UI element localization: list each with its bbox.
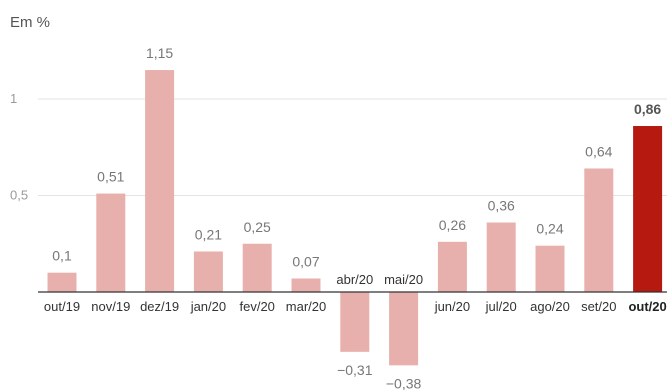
bar-fev/20	[242, 243, 272, 292]
data-label: 0,25	[244, 219, 271, 235]
y-unit-label: Em %	[10, 14, 51, 31]
y-tick-label: 0,5	[10, 188, 28, 203]
data-label: 0,21	[195, 226, 222, 242]
x-tick-label: out/20	[628, 299, 666, 314]
y-tick-label: 1	[10, 91, 17, 106]
x-tick-label: dez/19	[140, 299, 179, 314]
x-tick-label: jun/20	[434, 299, 470, 314]
bar-jan/20	[193, 251, 223, 292]
x-tick-label: mar/20	[286, 299, 326, 314]
x-tick-label: out/19	[44, 299, 80, 314]
x-tick-label: mai/20	[384, 272, 423, 287]
data-label: −0,31	[337, 362, 373, 378]
data-label: 0,64	[585, 143, 612, 159]
bar-dez/19	[145, 70, 175, 292]
bar-set/20	[584, 168, 614, 292]
data-label: 0,36	[488, 198, 515, 214]
bar-ago/20	[535, 245, 565, 292]
data-label: 0,26	[439, 217, 466, 233]
label-layer: 0,51out/190,1nov/190,51dez/191,15jan/200…	[10, 45, 667, 390]
x-tick-label: jul/20	[485, 299, 517, 314]
data-label: 0,07	[292, 253, 319, 269]
data-label: 0,86	[634, 101, 661, 117]
data-label: −0,38	[386, 375, 422, 390]
bar-jul/20	[486, 222, 516, 292]
x-tick-label: fev/20	[239, 299, 274, 314]
grid-layer	[38, 98, 667, 196]
bar-out/20	[633, 126, 663, 293]
bar-mar/20	[291, 278, 321, 292]
bar-layer	[47, 70, 663, 366]
data-label: 0,51	[97, 169, 124, 185]
bar-jun/20	[437, 241, 467, 292]
bar-abr/20	[340, 292, 370, 352]
data-label: 0,1	[52, 248, 72, 264]
bar-out/19	[47, 272, 77, 292]
x-tick-label: nov/19	[91, 299, 130, 314]
x-tick-label: ago/20	[530, 299, 570, 314]
x-tick-label: jan/20	[190, 299, 226, 314]
data-label: 1,15	[146, 45, 173, 61]
bar-mai/20	[389, 292, 419, 366]
x-tick-label: set/20	[581, 299, 616, 314]
x-tick-label: abr/20	[336, 272, 373, 287]
data-label: 0,24	[536, 221, 563, 237]
bar-nov/19	[96, 193, 126, 292]
